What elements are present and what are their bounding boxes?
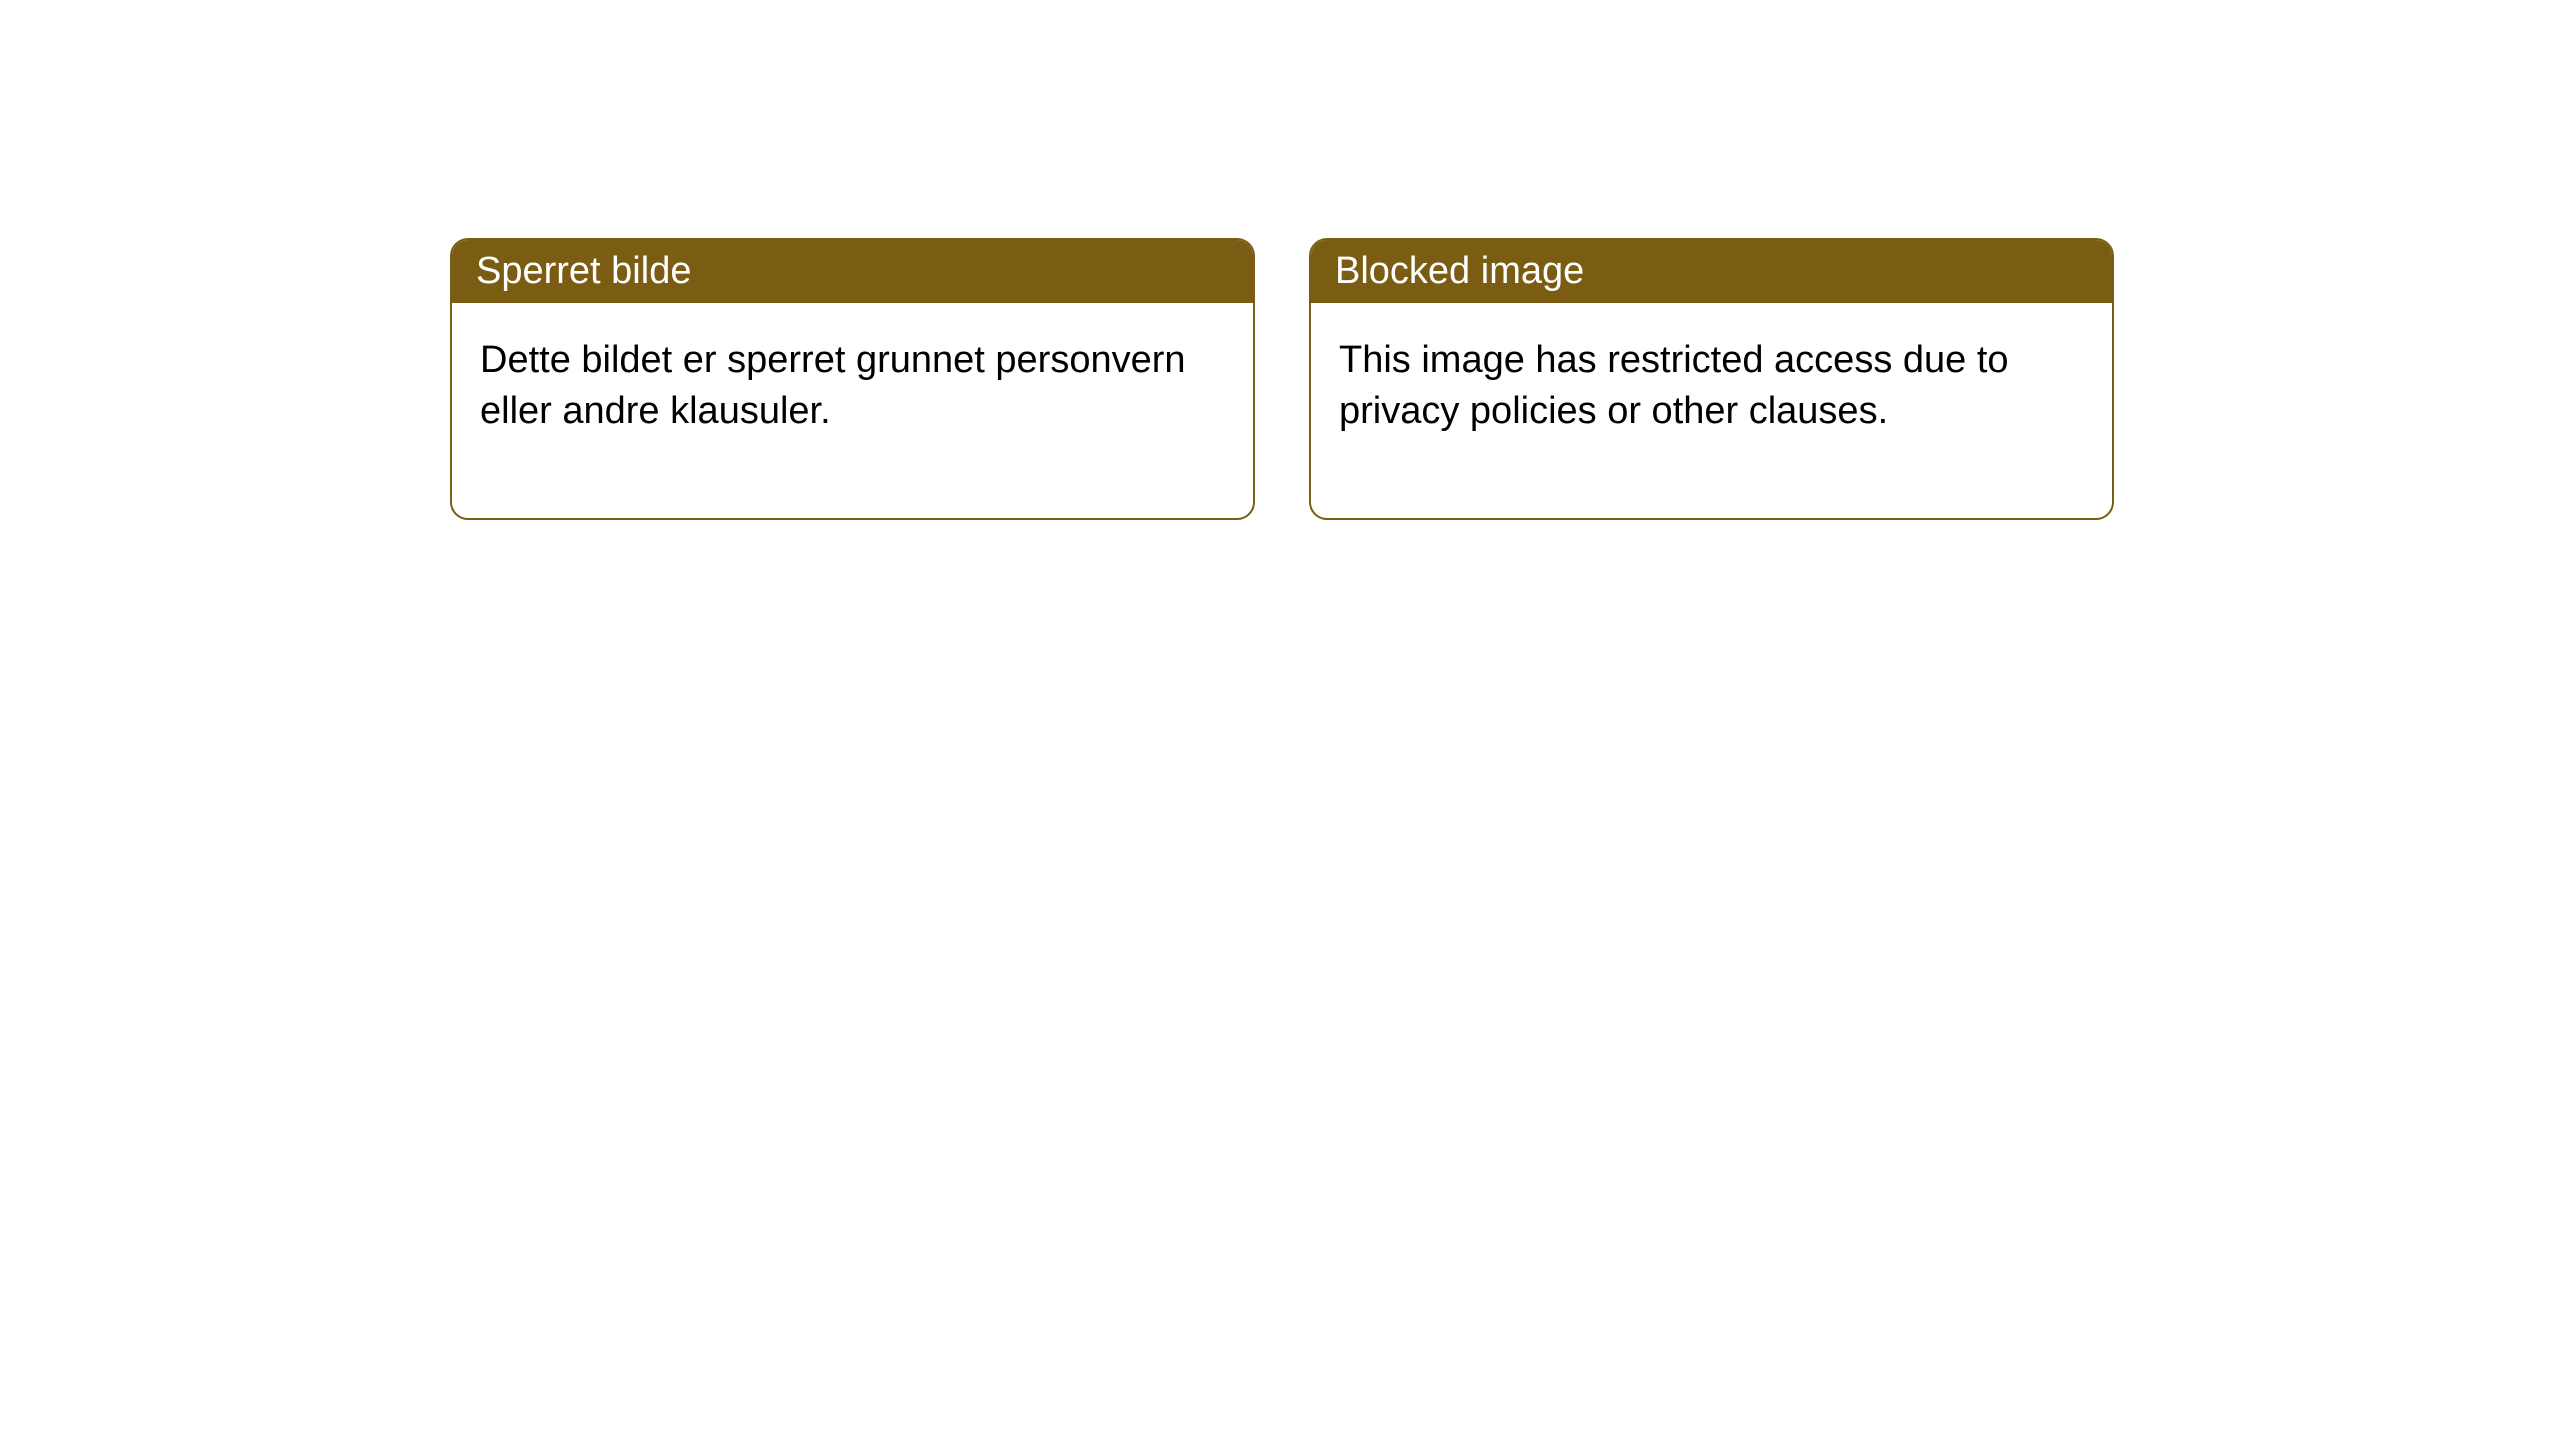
notice-container: Sperret bilde Dette bildet er sperret gr… (450, 238, 2114, 520)
notice-body: Dette bildet er sperret grunnet personve… (452, 303, 1253, 518)
notice-card-english: Blocked image This image has restricted … (1309, 238, 2114, 520)
notice-header: Blocked image (1311, 240, 2112, 303)
notice-body-text: This image has restricted access due to … (1339, 339, 2009, 432)
notice-card-norwegian: Sperret bilde Dette bildet er sperret gr… (450, 238, 1255, 520)
notice-header: Sperret bilde (452, 240, 1253, 303)
notice-body: This image has restricted access due to … (1311, 303, 2112, 518)
notice-title: Blocked image (1335, 250, 1584, 292)
notice-body-text: Dette bildet er sperret grunnet personve… (480, 339, 1186, 432)
notice-title: Sperret bilde (476, 250, 691, 292)
